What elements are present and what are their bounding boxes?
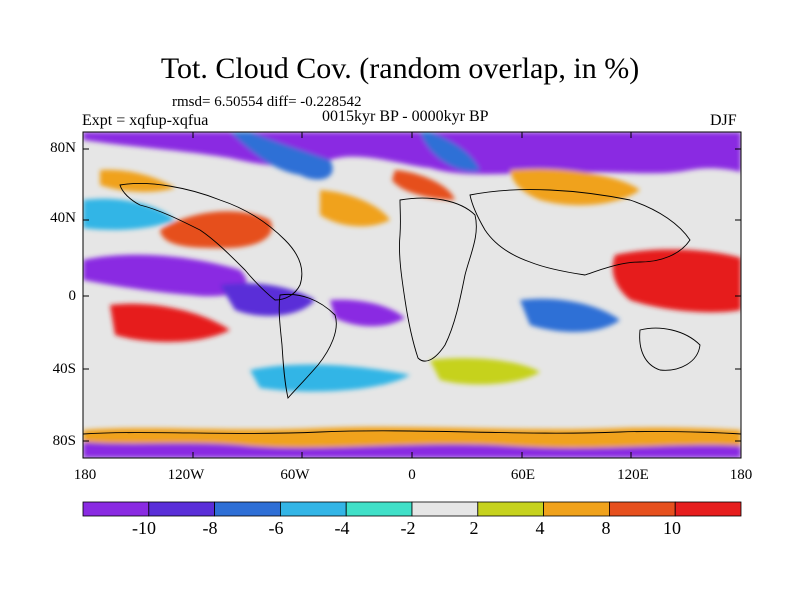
statistics-label: rmsd= 6.50554 diff= -0.228542 — [172, 94, 362, 110]
colorbar-swatch — [148, 501, 216, 517]
colorbar-swatch — [214, 501, 281, 517]
colorbar — [82, 501, 742, 517]
colorbar-swatch — [543, 501, 610, 517]
colorbar-label: -4 — [334, 518, 350, 538]
y-tick-label-equator: 0 — [68, 288, 77, 304]
x-tick-label-180w: 180 — [73, 467, 97, 483]
experiment-label: Expt = xqfup-xqfua — [82, 112, 209, 129]
colorbar-label: 8 — [601, 518, 611, 538]
indian-ocean-blue — [520, 298, 620, 332]
colorbar-label: -10 — [132, 518, 156, 538]
atlantic-purple-patch — [330, 299, 405, 327]
arctic-orange-patch-west — [100, 169, 175, 192]
north-atlantic-orange — [320, 190, 390, 227]
colorbar-label: -2 — [400, 518, 416, 538]
x-tick-label-60w: 60W — [280, 467, 310, 483]
y-tick-label-80s: 80S — [52, 433, 76, 449]
arctic-blue-patches — [230, 132, 480, 180]
colorbar-label: 2 — [469, 518, 479, 538]
y-tick-label-80n: 80N — [50, 140, 76, 156]
season-label: DJF — [710, 112, 737, 129]
x-tick-label-120e: 120E — [617, 467, 649, 483]
axis-ticks — [83, 132, 741, 458]
equatorial-pacific-blue — [220, 283, 315, 316]
west-pacific-red — [612, 249, 741, 313]
colorbar-swatch — [609, 501, 676, 517]
colorbar-swatch — [411, 501, 479, 517]
colorbar-swatch — [674, 501, 742, 517]
southern-ocean-cyan — [250, 364, 410, 392]
colorbar-label: 10 — [663, 518, 681, 538]
colorbar-swatch — [345, 501, 413, 517]
tropical-pacific-purple — [83, 254, 247, 297]
x-tick-label-60e: 60E — [510, 467, 536, 483]
north-america-coast — [119, 183, 303, 301]
north-pacific-cyan — [83, 198, 175, 230]
south-pacific-red — [110, 303, 230, 342]
north-pacific-red — [160, 211, 272, 249]
y-tick-label-40n: 40N — [50, 210, 76, 226]
period-label: 0015kyr BP - 0000kyr BP — [322, 108, 489, 125]
colorbar-label: -6 — [268, 518, 284, 538]
europe-africa-coast — [399, 197, 477, 362]
asia-coast — [469, 189, 691, 276]
colorbar-label: 4 — [535, 518, 545, 538]
x-tick-label-0: 0 — [408, 467, 416, 483]
antarctica-coast — [83, 430, 741, 435]
south-america-coast — [278, 293, 337, 399]
coastlines — [83, 183, 741, 435]
south-atlantic-yellow — [430, 358, 540, 385]
colorbar-swatch — [82, 501, 150, 517]
map-title: Tot. Cloud Cov. (random overlap, in %) — [160, 52, 640, 85]
colorbar-swatch — [477, 501, 544, 517]
australia-coast — [639, 327, 701, 371]
arctic-red-patch — [392, 170, 455, 200]
y-tick-label-40s: 40S — [52, 361, 76, 377]
antarctic-purple-strip — [83, 442, 741, 458]
anomaly-field — [83, 132, 741, 458]
colorbar-swatch — [279, 501, 347, 517]
x-tick-label-120w: 120W — [167, 467, 205, 483]
colorbar-label: -8 — [202, 518, 218, 538]
x-tick-label-180e: 180 — [729, 467, 753, 483]
